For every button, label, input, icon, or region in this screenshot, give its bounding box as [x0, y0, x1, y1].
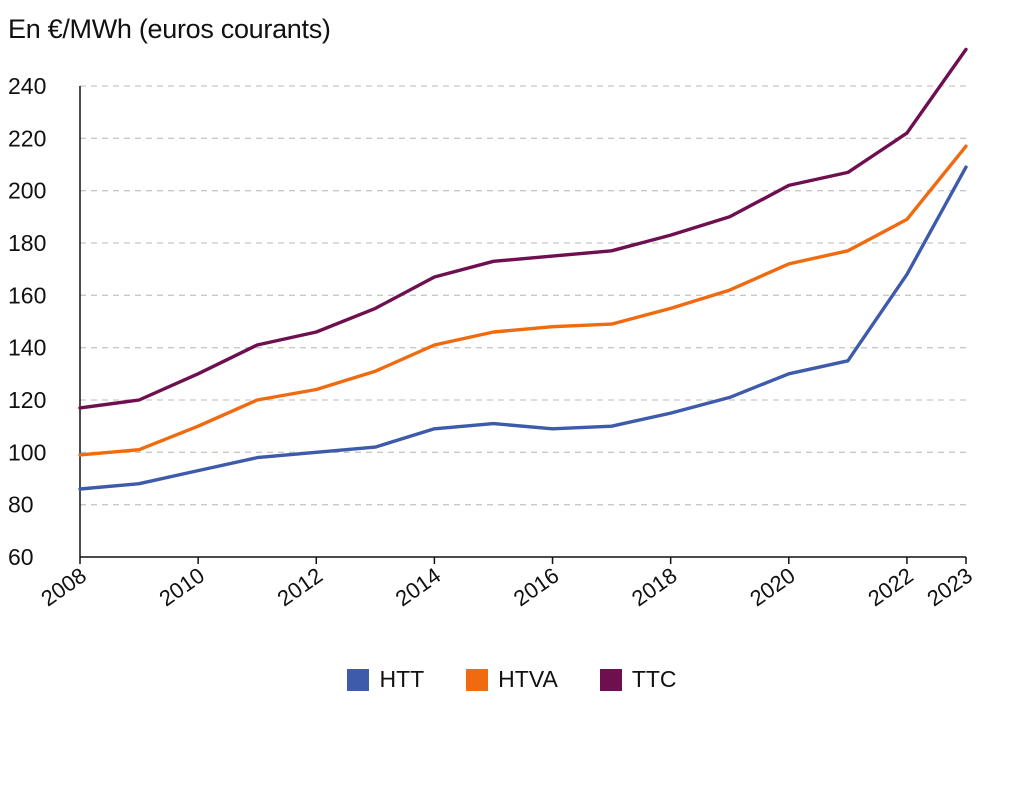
series-layer [78, 47, 968, 491]
x-tick-label: 2010 [155, 563, 209, 612]
y-tick-label: 200 [8, 178, 46, 204]
series-line-htva [78, 144, 968, 457]
legend-swatch [599, 668, 622, 691]
series-line-ttc [78, 47, 968, 410]
x-tick-label: 2012 [273, 563, 327, 612]
y-tick-label: 100 [8, 439, 46, 465]
legend-label: HTT [379, 666, 425, 692]
axis-layer [79, 86, 967, 564]
y-tick-label: 240 [8, 73, 46, 99]
y-tick-label: 160 [8, 282, 46, 308]
y-tick-label: 60 [8, 544, 34, 570]
x-tick-label: 2008 [36, 563, 90, 612]
x-tick-label: 2014 [391, 563, 445, 612]
legend-swatch [347, 668, 370, 691]
legend: HTT HTVA TTC [0, 666, 1024, 693]
x-tick-label: 2016 [509, 563, 563, 612]
legend-swatch [466, 668, 489, 691]
y-tick-label: 140 [8, 335, 46, 361]
x-tick-label: 2018 [627, 563, 681, 612]
legend-item-htva: HTVA [466, 666, 558, 693]
x-tick-label: 2022 [863, 563, 917, 612]
legend-item-htt: HTT [347, 666, 424, 693]
y-tick-label: 80 [8, 492, 34, 518]
legend-label: HTVA [498, 666, 558, 692]
y-tick-label: 180 [8, 230, 46, 256]
grid-layer [80, 85, 966, 506]
legend-label: TTC [631, 666, 677, 692]
series-line-htt [78, 165, 968, 491]
chart-subtitle: En €/MWh (euros courants) [8, 14, 331, 44]
y-tick-label: 120 [8, 387, 46, 413]
y-tick-label: 220 [8, 125, 46, 151]
x-tick-label: 2023 [922, 563, 976, 612]
legend-item-ttc: TTC [599, 666, 677, 693]
x-tick-label: 2020 [745, 563, 799, 612]
